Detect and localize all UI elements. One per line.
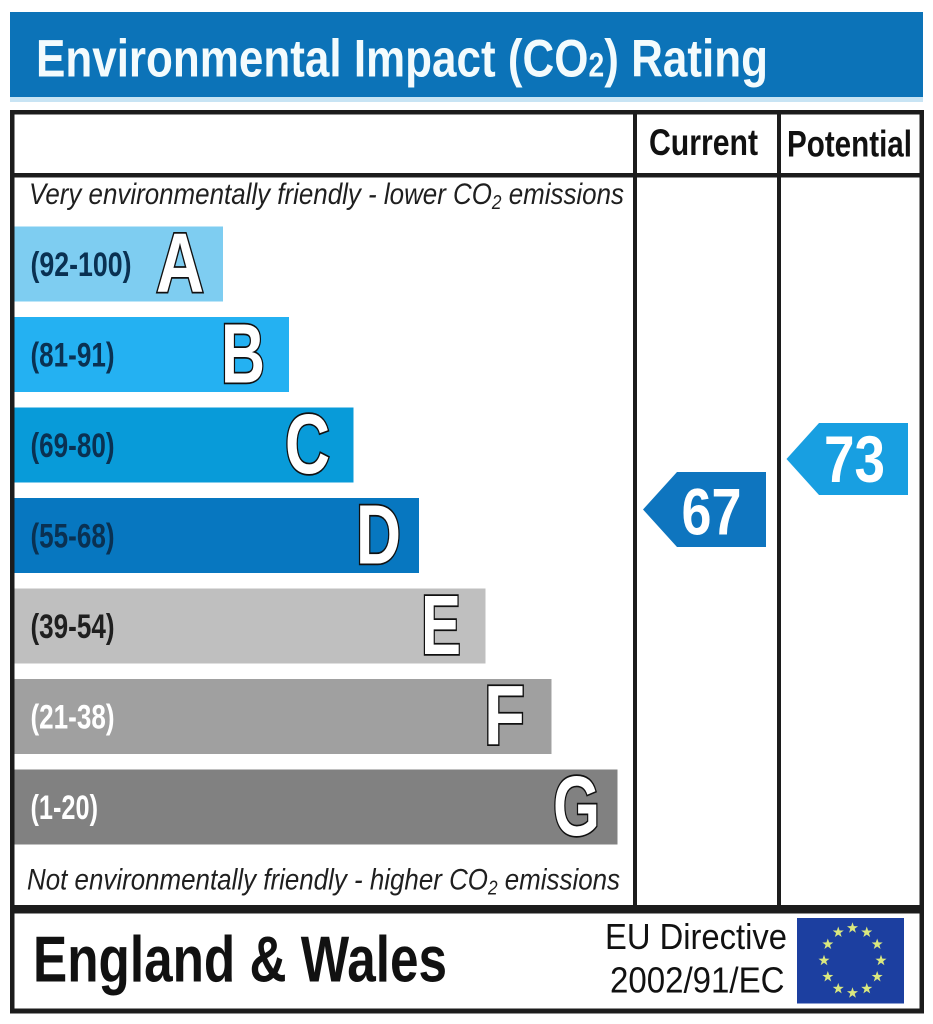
svg-text:England & Wales: England & Wales <box>33 924 447 996</box>
svg-text:67: 67 <box>682 475 742 549</box>
svg-text:B: B <box>221 307 265 401</box>
svg-text:G: G <box>553 759 600 853</box>
svg-text:(39-54): (39-54) <box>31 608 115 646</box>
svg-text:(55-68): (55-68) <box>31 518 115 556</box>
svg-text:Current: Current <box>649 122 758 163</box>
svg-text:2002/91/EC: 2002/91/EC <box>610 960 785 1001</box>
svg-text:(92-100): (92-100) <box>31 246 132 284</box>
svg-text:C: C <box>285 397 330 491</box>
svg-text:Not environmentally friendly -: Not environmentally friendly - higher CO… <box>27 864 620 900</box>
svg-text:E: E <box>421 578 461 672</box>
svg-text:Environmental Impact (CO2) Rat: Environmental Impact (CO2) Rating <box>36 30 768 89</box>
svg-text:(81-91): (81-91) <box>31 337 115 375</box>
svg-text:F: F <box>484 669 525 763</box>
svg-text:(21-38): (21-38) <box>31 699 115 737</box>
svg-text:EU Directive: EU Directive <box>605 916 787 957</box>
svg-text:Potential: Potential <box>787 124 912 165</box>
svg-text:D: D <box>356 488 401 582</box>
svg-text:(1-20): (1-20) <box>31 789 99 827</box>
svg-text:73: 73 <box>824 422 885 496</box>
svg-text:(69-80): (69-80) <box>31 427 115 465</box>
svg-text:A: A <box>156 216 204 310</box>
svg-text:Very environmentally friendly: Very environmentally friendly - lower CO… <box>29 178 624 214</box>
